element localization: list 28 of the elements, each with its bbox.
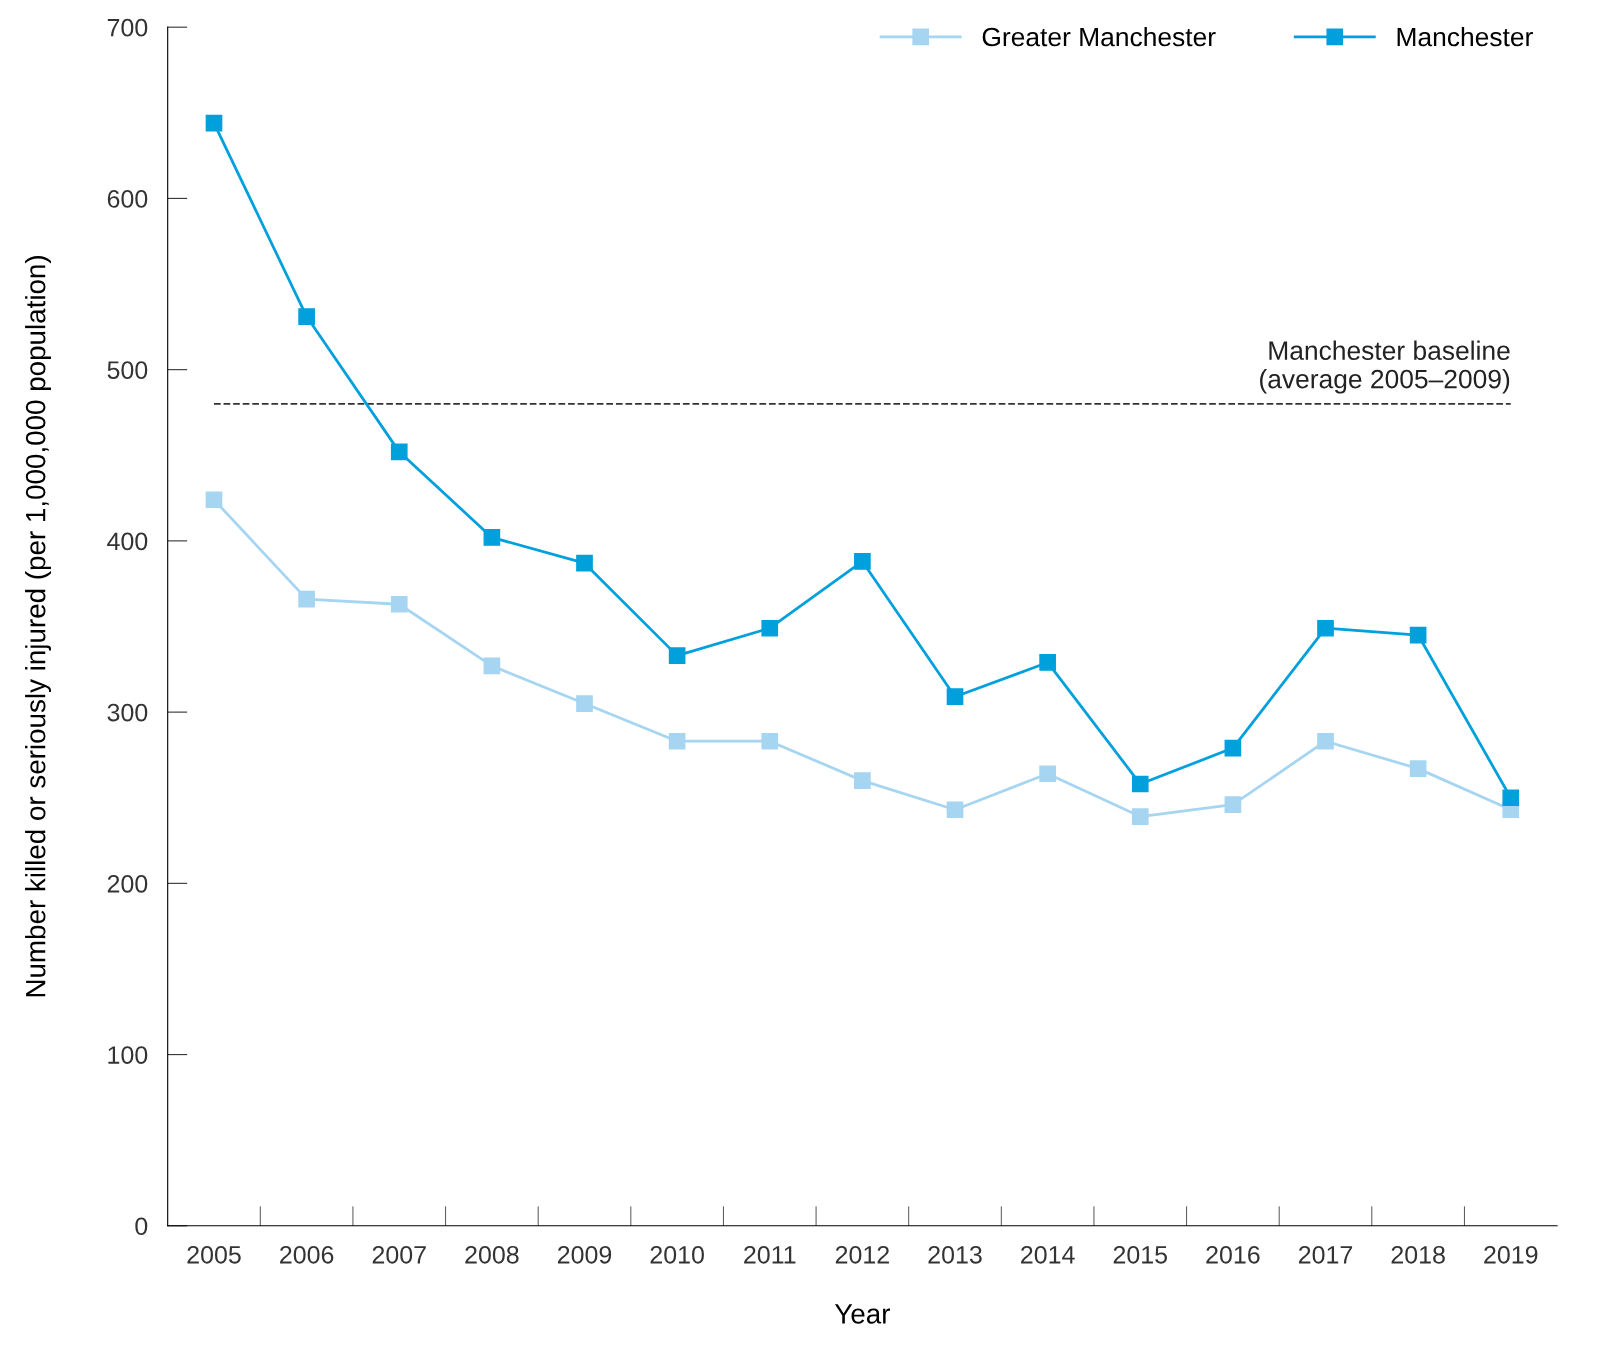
x-tick-label: 2010	[650, 1245, 704, 1264]
x-tick-label: 2015	[1113, 1245, 1168, 1264]
y-tick-label: 600	[107, 190, 148, 208]
y-tick-label: 500	[107, 361, 148, 379]
x-tick-label: 2019	[1484, 1245, 1538, 1264]
x-tick-label: 2014	[1021, 1245, 1075, 1264]
x-tick-label: 2008	[465, 1245, 519, 1264]
y-tick-label: 300	[107, 703, 148, 722]
y-tick-label: 400	[107, 532, 148, 551]
x-tick-label: 2012	[835, 1245, 889, 1264]
y-tick-label: 0	[135, 1217, 148, 1236]
y-tick-label: 100	[108, 1046, 148, 1064]
x-tick-label: 2018	[1391, 1245, 1445, 1264]
x-tick-label: 2006	[280, 1245, 334, 1264]
x-tick-label: 2007	[372, 1245, 426, 1264]
ref-line-label: Manchester baseline (average 2005–2009)	[1260, 340, 1510, 394]
x-axis-title: Year	[834, 1304, 890, 1324]
x-tick-label: 2011	[744, 1245, 796, 1264]
x-tick-label: 2009	[557, 1245, 612, 1264]
x-tick-label: 2005	[187, 1245, 241, 1264]
y-tick-label: 700	[107, 18, 148, 37]
x-tick-label: 2017	[1298, 1245, 1353, 1264]
x-tick-label: 2016	[1206, 1245, 1260, 1264]
y-axis-title: Number killed or seriously injured (per 1,000,000 population)	[25, 256, 51, 997]
y-tick-label: 200	[107, 874, 148, 893]
legend-label: Greater Manchester	[982, 26, 1216, 47]
x-tick-label: 2013	[928, 1245, 982, 1264]
legend-label: Manchester	[1397, 26, 1533, 47]
